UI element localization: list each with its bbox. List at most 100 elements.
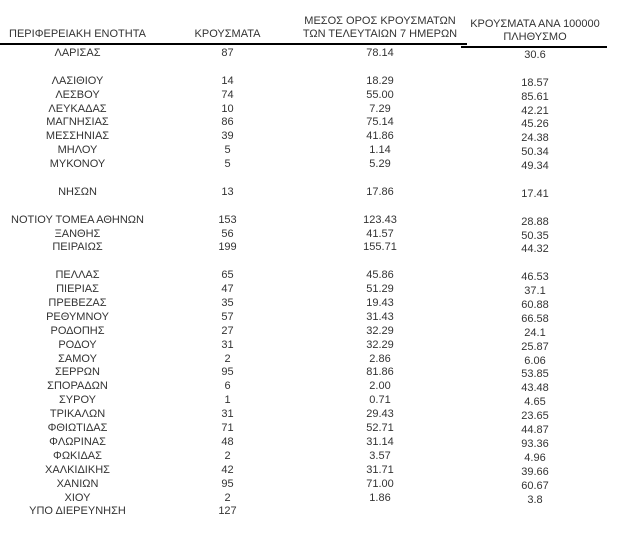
per100k-cell: 46.53: [521, 271, 549, 284]
avg7-cell: 2.00: [369, 380, 391, 393]
region-cell: ΣΕΡΡΩΝ: [55, 366, 100, 379]
per100k-cell: 37.1: [524, 285, 546, 298]
cases-cell: 86: [221, 116, 234, 129]
blank-row: [0, 200, 639, 214]
avg7-cell: 3.57: [369, 449, 391, 462]
cases-cell: 6: [224, 380, 231, 393]
avg7-cell: 31.43: [366, 310, 394, 323]
per100k-cell: 85.61: [521, 90, 549, 103]
cases-cell: 35: [221, 297, 234, 310]
avg7-cell: 41.57: [366, 227, 394, 240]
per100k-cell: [460, 507, 610, 521]
cases-cell: 57: [221, 310, 234, 323]
table-row: ΣΥΡΟΥ 1 0.71 4.65: [0, 394, 639, 408]
avg7-cell: 55.00: [366, 88, 394, 101]
table-row: ΛΑΡΙΣΑΣ 87 78.14 30.6: [0, 47, 639, 61]
per100k-cell: 28.88: [521, 215, 549, 228]
region-cell: ΡΕΘΥΜΝΟΥ: [46, 310, 109, 323]
avg7-cell: [300, 505, 460, 519]
blank-row: [0, 255, 639, 269]
header-cases-label: ΚΡΟΥΣΜΑΤΑ: [194, 28, 261, 40]
header-per100k-line2: ΠΛΗΘΥΣΜΟ: [503, 31, 567, 43]
cases-cell: 65: [221, 269, 234, 282]
cases-cell: 47: [221, 283, 234, 296]
blank-row: [0, 172, 639, 186]
cases-cell: 153: [218, 213, 237, 226]
per100k-cell: 49.34: [521, 160, 549, 173]
per100k-cell: 30.6: [524, 49, 546, 61]
header-cases: ΚΡΟΥΣΜΑΤΑ: [155, 28, 300, 44]
per100k-cell: 43.48: [521, 382, 549, 395]
region-cell: ΛΕΥΚΑΔΑΣ: [48, 102, 107, 115]
table-body: ΛΑΡΙΣΑΣ 87 78.14 30.6 ΛΑΣΙΘΙΟΥ 14 18.29 18.57 ΛΕ…: [0, 47, 639, 519]
cases-cell: 95: [221, 366, 234, 379]
per100k-cell: 44.87: [521, 424, 549, 437]
table-row: ΡΟΔΟΥ 31 32.29 25.87: [0, 339, 639, 353]
blank-row: [0, 61, 639, 75]
avg7-cell: 155.71: [363, 241, 397, 254]
table-row: ΝΟΤΙΟΥ ΤΟΜΕΑ ΑΘΗΝΩΝ 153 123.43 28.88: [0, 214, 639, 228]
cases-cell: 39: [221, 130, 234, 143]
table-row: ΠΡΕΒΕΖΑΣ 35 19.43 60.88: [0, 297, 639, 311]
header-underline-per100k: [461, 46, 607, 48]
table-row: ΛΕΣΒΟΥ 74 55.00 85.61: [0, 89, 639, 103]
table-row: ΡΟΔΟΠΗΣ 27 32.29 24.1: [0, 325, 639, 339]
cases-cell: 27: [221, 324, 234, 337]
region-cell: ΣΑΜΟΥ: [58, 352, 97, 365]
table-row: ΞΑΝΘΗΣ 56 41.57 50.35: [0, 228, 639, 242]
region-cell: ΜΑΓΝΗΣΙΑΣ: [46, 116, 109, 129]
cases-cell: 199: [218, 241, 237, 254]
avg7-cell: 7.29: [369, 102, 391, 115]
avg7-cell: 5.29: [369, 158, 391, 171]
per100k-cell: 45.26: [521, 118, 549, 131]
cases-cell: 95: [221, 477, 234, 490]
avg7-cell: 19.43: [366, 297, 394, 310]
per100k-cell: 25.87: [521, 340, 549, 353]
cases-cell: 48: [221, 435, 234, 448]
per100k-cell: 93.36: [521, 437, 549, 450]
avg7-cell: 2.86: [369, 352, 391, 365]
per100k-cell: 66.58: [521, 312, 549, 325]
per100k-cell: 39.66: [521, 465, 549, 478]
per100k-cell: 23.65: [521, 410, 549, 423]
table-row: ΜΥΚΟΝΟΥ 5 5.29 49.34: [0, 158, 639, 172]
header-region-label: ΠΕΡΙΦΕΡΕΙΑΚΗ ΕΝΟΤΗΤΑ: [9, 28, 146, 40]
per100k-cell: 24.38: [521, 132, 549, 145]
table-row: ΠΕΛΛΑΣ 65 45.86 46.53: [0, 269, 639, 283]
table-row: ΝΗΣΩΝ 13 17.86 17.41: [0, 186, 639, 200]
per100k-cell: 60.67: [521, 479, 549, 492]
cases-cell: 71: [221, 422, 234, 435]
avg7-cell: 29.43: [366, 408, 394, 421]
cases-cell: 13: [221, 185, 234, 198]
cases-cell: 1: [224, 394, 231, 407]
region-cell: ΠΕΙΡΑΙΩΣ: [52, 241, 103, 254]
cases-cell: 10: [221, 102, 234, 115]
region-cell: ΠΡΕΒΕΖΑΣ: [48, 297, 107, 310]
header-avg7-line1: ΜΕΣΟΣ ΟΡΟΣ ΚΡΟΥΣΜΑΤΩΝ: [304, 15, 456, 27]
avg7-cell: 32.29: [366, 324, 394, 337]
region-cell: ΛΕΣΒΟΥ: [55, 88, 100, 101]
region-cell: ΛΑΣΙΘΙΟΥ: [51, 74, 104, 87]
cases-cell: 2: [224, 491, 231, 504]
region-cell: ΧΙΟΥ: [64, 491, 91, 504]
table-row: ΣΑΜΟΥ 2 2.86 6.06: [0, 353, 639, 367]
per100k-cell: 4.96: [524, 451, 546, 464]
table-row: ΣΕΡΡΩΝ 95 81.86 53.85: [0, 366, 639, 380]
cases-cell: 74: [221, 88, 234, 101]
region-cell: ΣΥΡΟΥ: [58, 394, 96, 407]
per100k-cell: 18.57: [521, 76, 549, 89]
table-row: ΤΡΙΚΑΛΩΝ 31 29.43 23.65: [0, 408, 639, 422]
region-cell: ΧΑΝΙΩΝ: [56, 477, 99, 490]
region-cell: ΥΠΟ ΔΙΕΡΕΥΝΗΣΗ: [29, 505, 126, 518]
avg7-cell: 123.43: [363, 213, 397, 226]
region-cell: ΦΩΚΙΔΑΣ: [53, 449, 102, 462]
header-underline-main: [0, 43, 467, 45]
avg7-cell: 32.29: [366, 338, 394, 351]
per100k-cell: 24.1: [524, 326, 546, 339]
cases-cell: 5: [224, 144, 231, 157]
avg7-cell: 18.29: [366, 74, 394, 87]
region-cell: ΞΑΝΘΗΣ: [54, 227, 101, 240]
region-cell: ΠΕΛΛΑΣ: [55, 269, 100, 282]
cases-cell: 2: [224, 449, 231, 462]
region-cell: ΣΠΟΡΑΔΩΝ: [47, 380, 108, 393]
